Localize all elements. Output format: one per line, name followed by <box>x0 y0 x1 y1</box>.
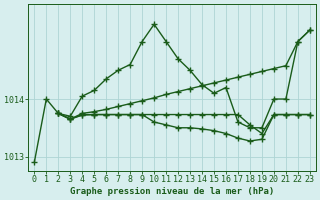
X-axis label: Graphe pression niveau de la mer (hPa): Graphe pression niveau de la mer (hPa) <box>70 187 274 196</box>
